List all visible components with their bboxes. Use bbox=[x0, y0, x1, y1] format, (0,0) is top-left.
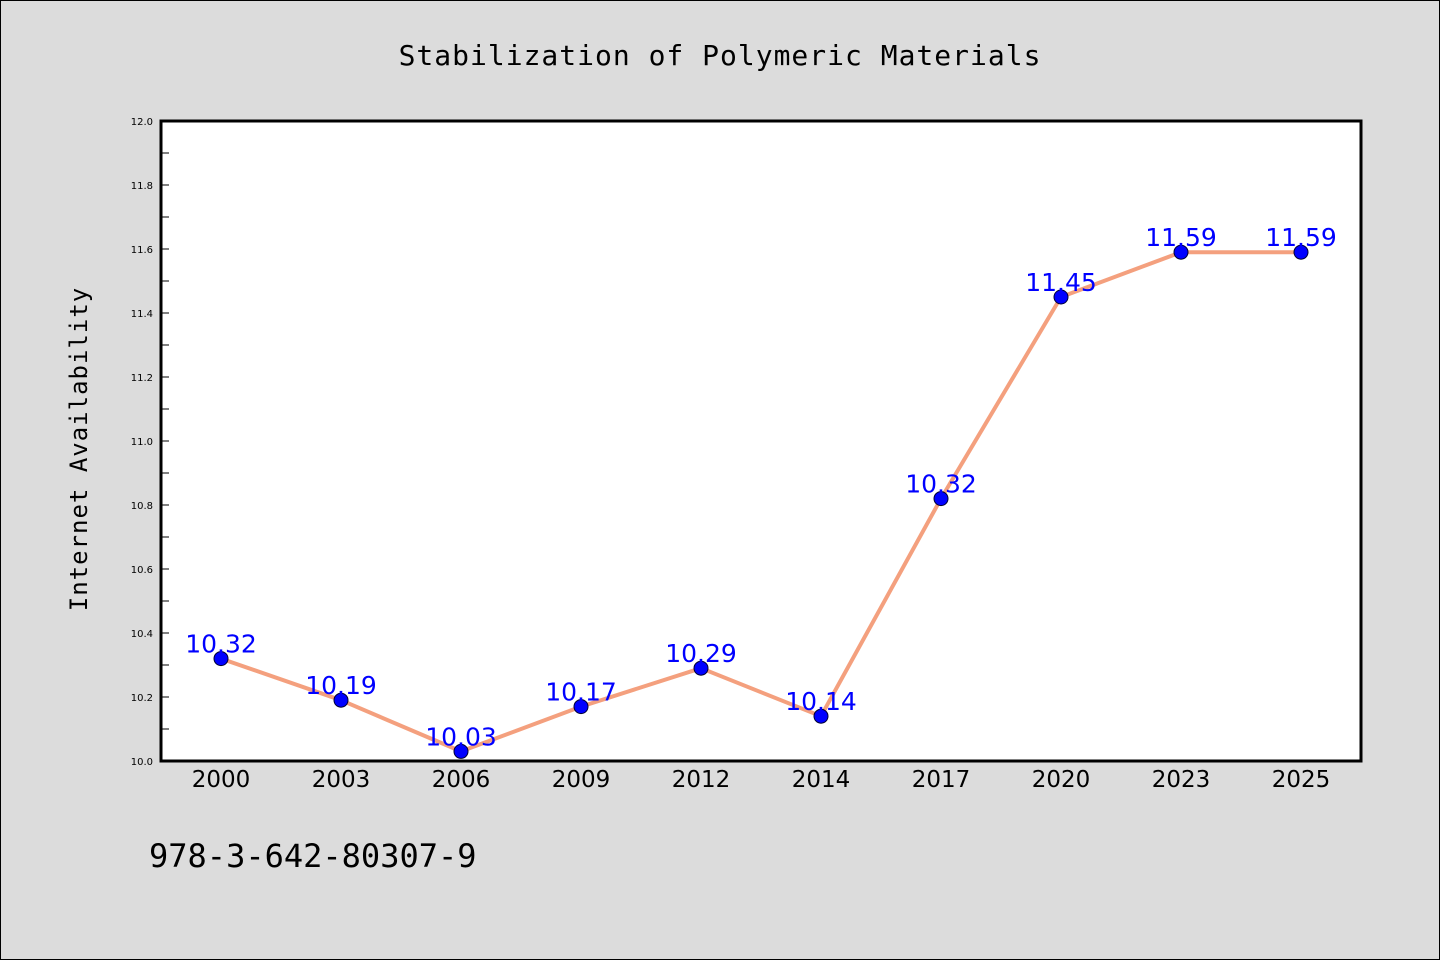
chart-title: Stabilization of Polymeric Materials bbox=[399, 39, 1042, 72]
y-tick-label: 10.2 bbox=[131, 693, 153, 704]
x-tick-label: 2012 bbox=[672, 767, 731, 793]
data-label: 10.03 bbox=[425, 722, 497, 751]
isbn-text: 978-3-642-80307-9 bbox=[149, 837, 477, 875]
y-tick-label: 11.2 bbox=[131, 373, 153, 384]
data-point bbox=[1173, 244, 1189, 260]
plot-area bbox=[161, 121, 1361, 761]
data-label: 10.19 bbox=[305, 671, 377, 700]
y-tick-label: 11.0 bbox=[131, 437, 153, 448]
series-line bbox=[219, 250, 1303, 754]
y-axis-label: Internet Availability bbox=[65, 287, 93, 611]
data-label: 11.45 bbox=[1025, 268, 1097, 297]
data-point bbox=[333, 692, 349, 708]
x-tick-label: 2017 bbox=[912, 767, 971, 793]
x-tick-label: 2020 bbox=[1032, 767, 1091, 793]
y-tick-label: 10.8 bbox=[131, 501, 153, 512]
plot-frame bbox=[159, 119, 1363, 763]
y-tick-label: 11.6 bbox=[131, 245, 153, 256]
series-line-group bbox=[219, 250, 1303, 754]
x-tick-label: 2006 bbox=[432, 767, 491, 793]
data-point bbox=[453, 743, 469, 759]
y-tick-label: 10.4 bbox=[131, 629, 153, 640]
x-tick-label: 2025 bbox=[1272, 767, 1331, 793]
y-tick-label: 11.8 bbox=[131, 181, 153, 192]
data-point bbox=[573, 699, 589, 715]
y-tick-label: 10.6 bbox=[131, 565, 153, 576]
data-point bbox=[693, 660, 709, 676]
data-labels: 10.32 10.19 10.03 10.17 10.29 10.14 10.32 11.45… bbox=[185, 223, 1337, 751]
y-tick-label: 11.4 bbox=[131, 309, 153, 320]
y-axis: 10.0 10.2 10.4 10.6 10.8 11.0 11.2 11.4 11.6 11.8… bbox=[131, 117, 169, 768]
y-tick-label: 12.0 bbox=[131, 117, 153, 128]
data-points bbox=[213, 244, 1309, 759]
data-label: 10.32 bbox=[905, 470, 977, 499]
y-tick-label: 10.0 bbox=[131, 757, 153, 768]
data-point bbox=[213, 651, 229, 667]
x-tick-label: 2014 bbox=[792, 767, 851, 793]
x-axis: 2000 2003 2006 2009 2012 2014 2017 2020 2023 2025 bbox=[192, 767, 1331, 793]
x-tick-label: 2003 bbox=[312, 767, 371, 793]
data-label: 10.14 bbox=[785, 687, 857, 716]
x-tick-label: 2009 bbox=[552, 767, 611, 793]
data-label: 10.29 bbox=[665, 639, 737, 668]
data-point bbox=[1053, 289, 1069, 305]
data-label: 10.32 bbox=[185, 630, 257, 659]
data-label: 11.59 bbox=[1265, 223, 1337, 252]
x-tick-label: 2000 bbox=[192, 767, 251, 793]
data-label: 10.17 bbox=[545, 678, 617, 707]
data-point bbox=[813, 708, 829, 724]
x-tick-label: 2023 bbox=[1152, 767, 1211, 793]
data-point bbox=[933, 491, 949, 507]
data-point bbox=[1293, 244, 1309, 260]
data-label: 11.59 bbox=[1145, 223, 1217, 252]
